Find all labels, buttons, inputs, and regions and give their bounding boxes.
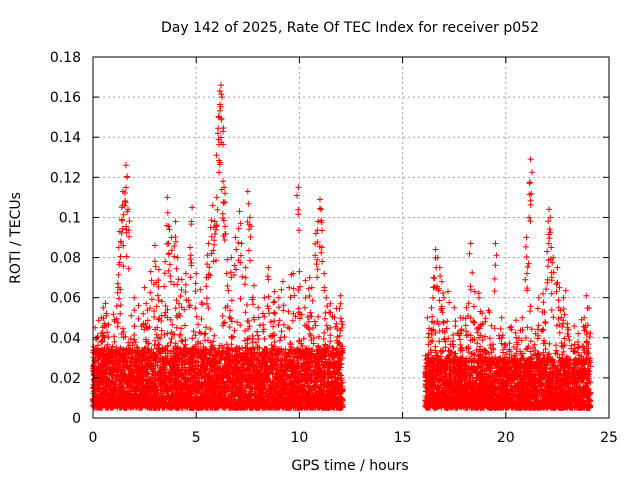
x-axis-label: GPS time / hours xyxy=(291,458,408,474)
y-tick-label: 0.08 xyxy=(50,251,81,267)
plot-frame xyxy=(92,56,610,419)
x-tick-label: 15 xyxy=(394,430,412,446)
y-tick-label: 0.14 xyxy=(50,130,81,146)
y-tick-label: 0 xyxy=(72,411,81,427)
y-tick-label: 0.1 xyxy=(59,210,81,226)
y-tick-label: 0.16 xyxy=(50,90,81,106)
roti-point-markers xyxy=(90,82,594,411)
x-tick-label: 10 xyxy=(290,430,308,446)
y-tick-label: 0.18 xyxy=(50,50,81,66)
y-tick-label: 0.06 xyxy=(50,291,81,307)
x-tick-label: 5 xyxy=(192,430,201,446)
data-points xyxy=(90,82,594,411)
x-tick-label: 0 xyxy=(89,430,98,446)
chart-title: Day 142 of 2025, Rate Of TEC Index for r… xyxy=(161,20,539,36)
y-tick-label: 0.04 xyxy=(50,331,81,347)
x-tick-label: 20 xyxy=(497,430,515,446)
x-tick-label: 25 xyxy=(600,430,618,446)
y-axis-label: ROTI / TECUs xyxy=(8,192,24,284)
y-tick-label: 0.02 xyxy=(50,371,81,387)
axis-ticks: 0 5 10 15 20 25 0 0.02 0.04 0.06 0.08 0.1 0.12 0.14 0.… xyxy=(50,50,618,446)
y-tick-label: 0.12 xyxy=(50,170,81,186)
